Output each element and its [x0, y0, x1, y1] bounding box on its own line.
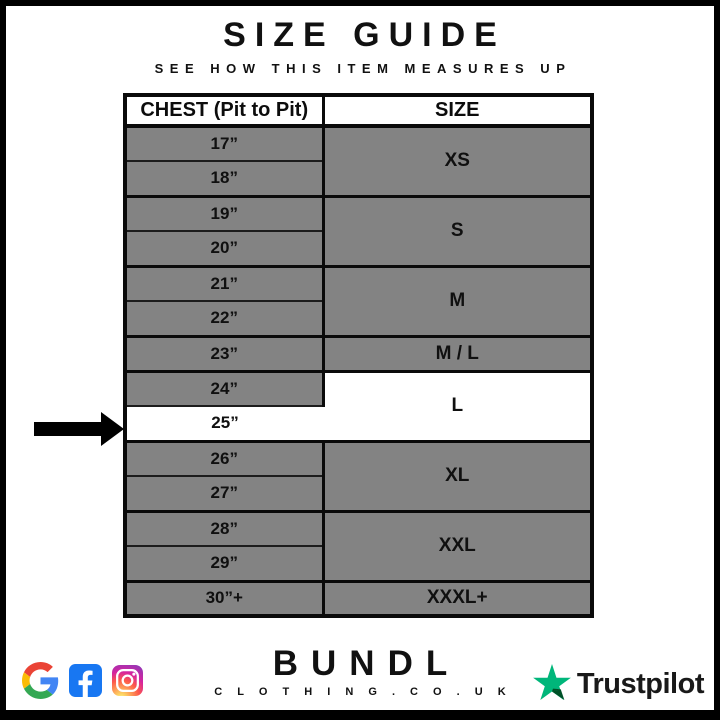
- table-row: 22”: [125, 301, 592, 338]
- size-cell: M: [323, 266, 592, 338]
- chest-cell: 23”: [125, 336, 325, 373]
- table-row: 20”: [125, 231, 592, 268]
- trustpilot-wordmark: Trustpilot: [576, 668, 705, 700]
- table-row: 18”: [125, 161, 592, 198]
- header-row: CHEST (Pit to Pit) SIZE: [125, 95, 592, 128]
- brand-name: BUNDL: [272, 644, 461, 683]
- social-icons: [22, 662, 143, 704]
- size-column-header: SIZE: [323, 95, 592, 128]
- chest-cell: 27”: [125, 476, 325, 513]
- chest-cell: 19”: [125, 196, 325, 232]
- table-row: 21” M: [125, 266, 592, 338]
- page-subtitle: SEE HOW THIS ITEM MEASURES UP: [154, 61, 572, 76]
- size-cell: XL: [323, 441, 592, 513]
- table-row: 27”: [125, 476, 592, 513]
- brand-footer: BUNDL C L O T H I N G . C O . U K: [6, 644, 714, 698]
- table-row: 19” S: [125, 196, 592, 268]
- size-cell: XXXL+: [323, 581, 592, 618]
- size-cell: XXL: [323, 511, 592, 583]
- size-cell: S: [323, 196, 592, 268]
- brand-domain: C L O T H I N G . C O . U K: [214, 685, 512, 698]
- size-cell: M / L: [323, 336, 592, 373]
- table-row: 30”+ XXXL+: [125, 581, 592, 618]
- instagram-icon: [112, 665, 143, 701]
- table-row: 23” M / L: [125, 336, 592, 373]
- chest-cell: 22”: [125, 301, 325, 338]
- chest-cell: 26”: [125, 441, 325, 477]
- size-cell: XS: [323, 126, 592, 198]
- table-row: 29”: [125, 546, 592, 583]
- table-row: 26” XL: [125, 441, 592, 513]
- highlight-arrow-icon: [34, 412, 124, 446]
- size-table-body: 17” XS 18” 19” S 20” 21” M 22” 23” M / L 24” L 25” 26”…: [125, 126, 592, 618]
- table-row: 17” XS: [125, 126, 592, 198]
- trustpilot-logo: Trustpilot: [533, 664, 705, 705]
- chest-cell: 17”: [125, 126, 325, 162]
- facebook-icon: [69, 664, 102, 702]
- table-row: 28” XXL: [125, 511, 592, 583]
- chest-cell: 18”: [125, 161, 325, 198]
- chest-cell: 24”: [125, 371, 325, 407]
- chest-column-header: CHEST (Pit to Pit): [125, 95, 325, 128]
- size-cell: L: [323, 371, 592, 443]
- table-row: 25”: [125, 406, 592, 443]
- arrow-shaft: [34, 422, 101, 436]
- trustpilot-star-icon: [533, 664, 571, 705]
- chest-cell: 28”: [125, 511, 325, 547]
- page-title: SIZE GUIDE: [223, 16, 506, 54]
- size-table: CHEST (Pit to Pit) SIZE 17” XS 18” 19” S 20” 2…: [123, 93, 594, 618]
- chest-cell: 20”: [125, 231, 325, 268]
- chest-cell: 25”: [125, 406, 323, 443]
- table-row: 24” L: [125, 371, 592, 443]
- chest-cell: 30”+: [125, 581, 325, 618]
- chest-cell: 29”: [125, 546, 325, 583]
- arrow-head: [101, 412, 124, 446]
- chest-cell: 21”: [125, 266, 325, 302]
- google-icon: [22, 662, 59, 704]
